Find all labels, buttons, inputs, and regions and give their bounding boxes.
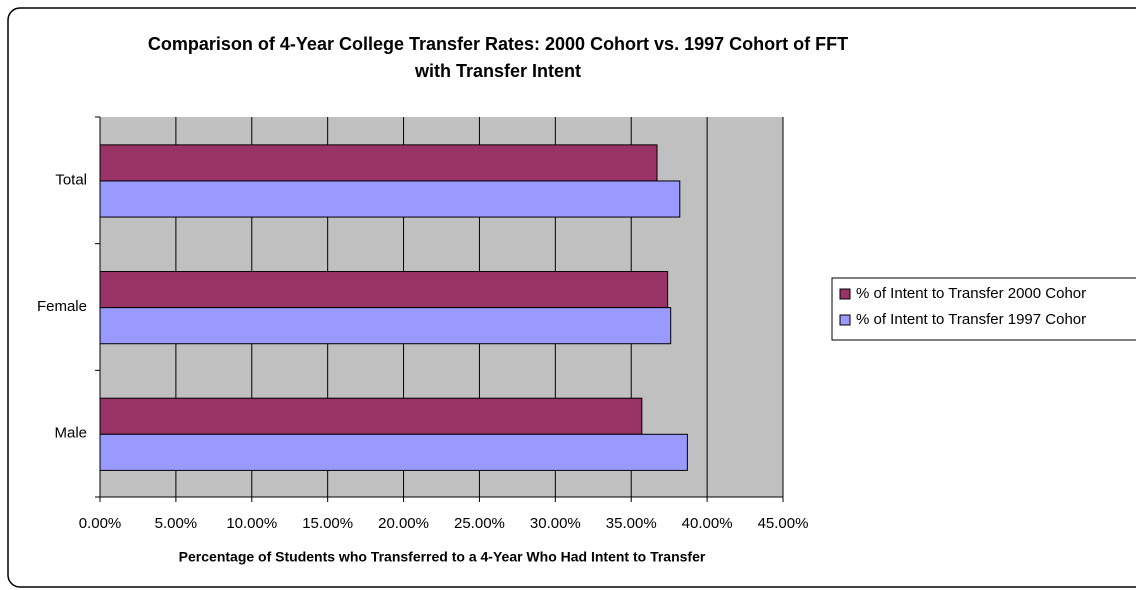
x-tick-label: 25.00% — [454, 515, 505, 532]
bar — [99, 307, 672, 345]
x-tick-label: 45.00% — [758, 515, 809, 532]
x-tick-label: 15.00% — [302, 515, 353, 532]
x-tick-label: 5.00% — [155, 515, 198, 532]
bar — [99, 271, 669, 309]
x-tick-label: 10.00% — [226, 515, 277, 532]
x-axis-title: Percentage of Students who Transferred t… — [179, 549, 706, 565]
chart-title: Comparison of 4-Year College Transfer Ra… — [148, 34, 848, 54]
legend-label: % of Intent to Transfer 1997 Cohor — [856, 311, 1086, 328]
bar — [99, 397, 643, 435]
legend-swatch — [839, 314, 851, 326]
x-tick-label: 35.00% — [606, 515, 657, 532]
bar — [99, 433, 688, 471]
x-tick-label: 30.00% — [530, 515, 581, 532]
y-tick-label: Female — [37, 298, 87, 315]
x-tick-label: 0.00% — [79, 515, 122, 532]
bar — [99, 144, 658, 182]
legend — [831, 277, 1136, 341]
legend-swatch — [839, 288, 851, 300]
y-tick-label: Total — [55, 171, 87, 188]
bar — [99, 180, 681, 218]
chart-title: with Transfer Intent — [414, 61, 581, 81]
legend-label: % of Intent to Transfer 2000 Cohor — [856, 285, 1086, 302]
x-tick-label: 20.00% — [378, 515, 429, 532]
x-tick-label: 40.00% — [682, 515, 733, 532]
y-tick-label: Male — [54, 425, 87, 442]
